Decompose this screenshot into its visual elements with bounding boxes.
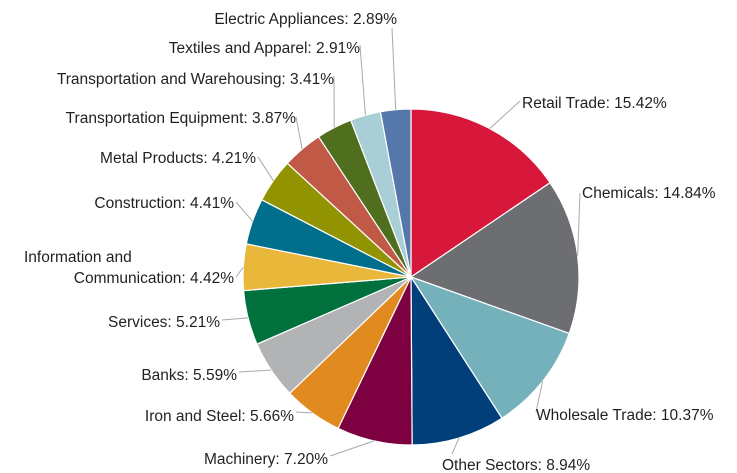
slice-label-services: Services: 5.21% xyxy=(108,314,220,331)
slice-label-information-and-communication: Information and Communication: 4.42% xyxy=(24,249,234,287)
leader-line-transportation-equipment xyxy=(295,116,303,150)
slice-label-retail-trade: Retail Trade: 15.42% xyxy=(522,95,667,112)
leader-line-construction xyxy=(235,201,253,222)
leader-lines xyxy=(221,27,581,457)
pie-slices xyxy=(242,108,580,446)
leader-line-information-and-communication xyxy=(235,266,244,278)
slice-label-wholesale-trade: Wholesale Trade: 10.37% xyxy=(536,407,714,424)
slice-label-machinery: Machinery: 7.20% xyxy=(204,451,328,468)
leader-line-wholesale-trade xyxy=(535,381,544,413)
slice-label-iron-and-steel: Iron and Steel: 5.66% xyxy=(145,408,294,425)
leader-line-metal-products xyxy=(257,156,274,181)
leader-line-other-sectors xyxy=(451,437,460,455)
leader-line-textiles-and-apparel xyxy=(359,44,366,116)
slice-label-other-sectors: Other Sectors: 8.94% xyxy=(442,457,590,473)
slice-label-chemicals: Chemicals: 14.84% xyxy=(582,185,716,202)
leader-line-services xyxy=(221,317,249,321)
leader-line-banks xyxy=(238,369,272,373)
slice-label-metal-products: Metal Products: 4.21% xyxy=(100,150,256,167)
slice-label-banks: Banks: 5.59% xyxy=(141,367,237,384)
leader-line-retail-trade xyxy=(489,100,521,129)
slice-label-electric-appliances: Electric Appliances: 2.89% xyxy=(214,11,397,28)
slice-label-transportation-and-warehousing: Transportation and Warehousing: 3.41% xyxy=(57,71,334,88)
leader-line-iron-and-steel xyxy=(295,411,313,414)
pie-slice-wholesale-trade xyxy=(409,275,570,420)
slice-label-construction: Construction: 4.41% xyxy=(94,195,234,212)
pie-slice-chemicals xyxy=(409,181,580,335)
slice-label-textiles-and-apparel: Textiles and Apparel: 2.91% xyxy=(169,40,361,57)
pie-slice-retail-trade xyxy=(410,108,551,279)
pie-slice-other-sectors xyxy=(410,274,503,446)
pie-slice-electric-appliances xyxy=(379,108,412,278)
slice-labels: Retail Trade: 15.42% Chemicals: 14.84% Who… xyxy=(24,11,716,473)
leader-line-electric-appliances xyxy=(391,27,397,110)
slice-label-transportation-equipment: Transportation Equipment: 3.87% xyxy=(66,110,297,127)
leader-line-chemicals xyxy=(577,192,581,256)
leader-line-machinery xyxy=(329,440,375,457)
